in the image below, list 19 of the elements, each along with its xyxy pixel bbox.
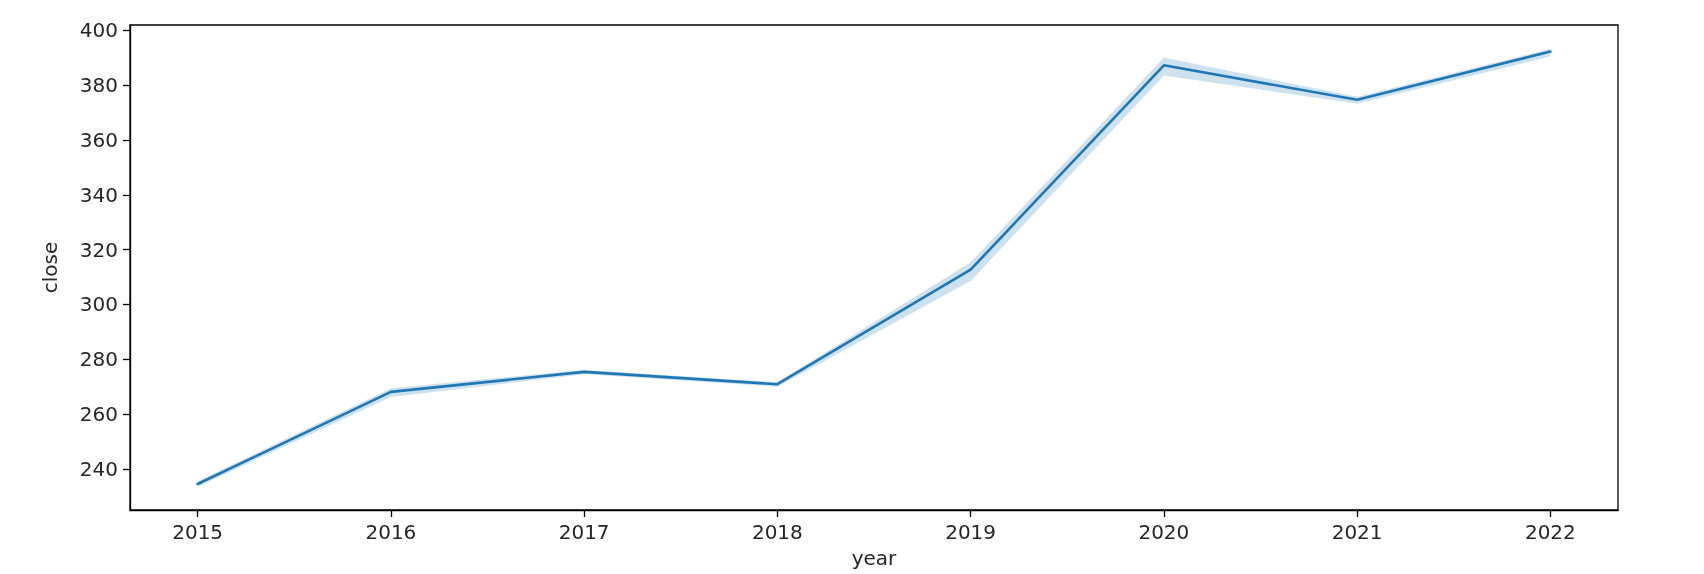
y-tick-label: 360 — [79, 128, 118, 153]
x-tick-label: 2020 — [1138, 520, 1190, 544]
y-tick-label: 240 — [79, 456, 118, 481]
y-tick-label: 320 — [79, 237, 118, 262]
y-tick-label: 340 — [79, 182, 118, 207]
x-tick-label: 2022 — [1524, 520, 1576, 544]
x-axis-title: year — [851, 546, 898, 570]
x-tick-label: 2019 — [945, 520, 997, 544]
y-tick-label: 380 — [79, 73, 118, 98]
x-tick-label: 2017 — [558, 520, 610, 544]
y-tick-label: 400 — [79, 18, 118, 43]
x-tick-label: 2018 — [751, 520, 803, 544]
y-axis-title: close — [38, 241, 62, 294]
x-tick-label: 2021 — [1331, 520, 1383, 544]
x-tick-label: 2015 — [172, 520, 224, 544]
y-tick-label: 280 — [79, 347, 118, 372]
y-tick-label: 300 — [79, 292, 118, 317]
x-tick-label: 2016 — [365, 520, 417, 544]
y-tick-label: 260 — [79, 402, 118, 427]
